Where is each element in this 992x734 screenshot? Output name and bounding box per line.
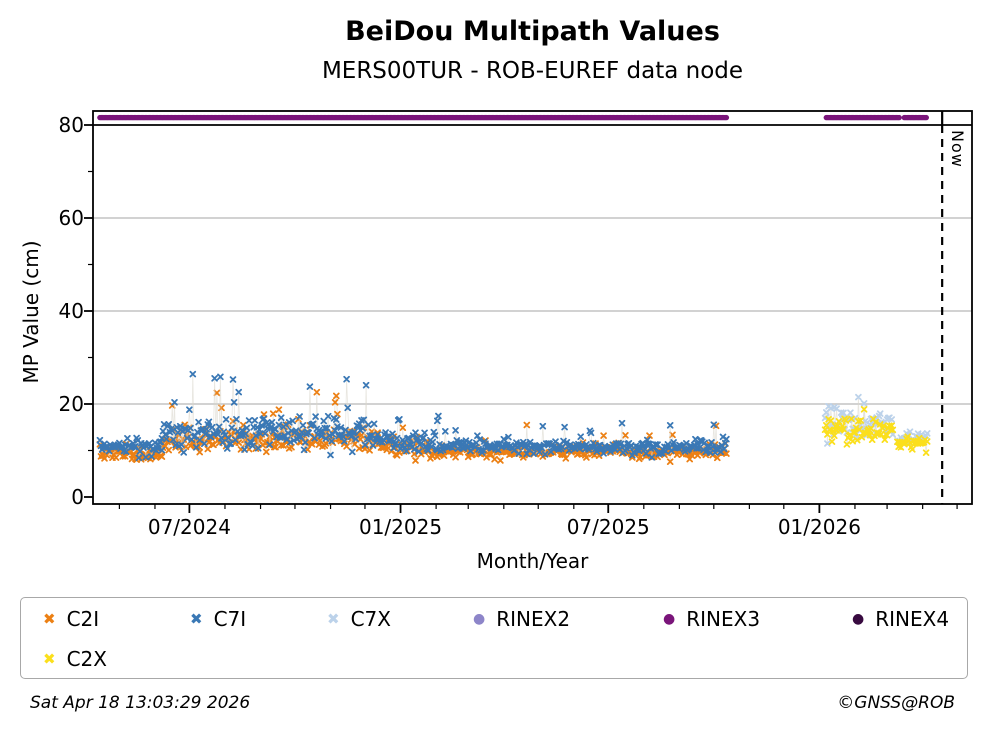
legend-label: C2X [66, 647, 107, 671]
rinex4-marker-icon: ● [852, 611, 865, 627]
scatter-points [96, 114, 931, 465]
legend-item-c7x: ✖ C7X [327, 607, 473, 631]
y-tick-label: 20 [58, 392, 84, 416]
x-tick-label: 07/2024 [147, 515, 231, 539]
y-tick-label: 40 [58, 299, 84, 323]
chart-title: BeiDou Multipath Values [345, 16, 720, 47]
c2x-marker-icon: ✖ [43, 649, 56, 668]
plot-timestamp: Sat Apr 18 13:03:29 2026 [30, 693, 251, 713]
x-tick-label: 07/2025 [566, 515, 650, 539]
x-axis-label: Month/Year [476, 549, 589, 573]
legend-label: C7X [350, 607, 391, 631]
rinex2-marker-icon: ● [473, 611, 486, 627]
c7i-marker-icon: ✖ [190, 609, 203, 628]
legend-item-rinex3: ● RINEX3 [663, 607, 852, 631]
credit-text: ©GNSS@ROB [837, 693, 955, 713]
c2i-marker-icon: ✖ [43, 609, 56, 628]
y-tick-label: 0 [71, 485, 84, 509]
legend-label: RINEX2 [496, 607, 571, 631]
legend-item-c2i: ✖ C2I [43, 607, 190, 631]
legend: ✖ C2I ✖ C7I ✖ C7X ● RINEX2 ● RINEX3 ● RINEX4 ✖ C2X [20, 597, 968, 679]
rinex3-marker-icon: ● [663, 611, 676, 627]
now-line-label: Now [948, 130, 968, 168]
x-tick-label: 01/2026 [777, 515, 861, 539]
plot-area [84, 110, 973, 513]
legend-item-rinex4: ● RINEX4 [852, 607, 967, 631]
y-tick-label: 80 [58, 113, 84, 137]
legend-label: C2I [66, 607, 100, 631]
y-tick-label: 60 [58, 206, 84, 230]
chart-subtitle: MERS00TUR - ROB-EUREF data node [321, 58, 744, 84]
legend-item-c2x: ✖ C2X [43, 647, 190, 671]
legend-item-c7i: ✖ C7I [190, 607, 327, 631]
c7x-marker-icon: ✖ [327, 609, 340, 628]
legend-item-rinex2: ● RINEX2 [473, 607, 663, 631]
legend-label: RINEX4 [875, 607, 950, 631]
x-tick-label: 01/2025 [358, 515, 443, 539]
legend-label: RINEX3 [686, 607, 761, 631]
legend-label: C7I [213, 607, 247, 631]
